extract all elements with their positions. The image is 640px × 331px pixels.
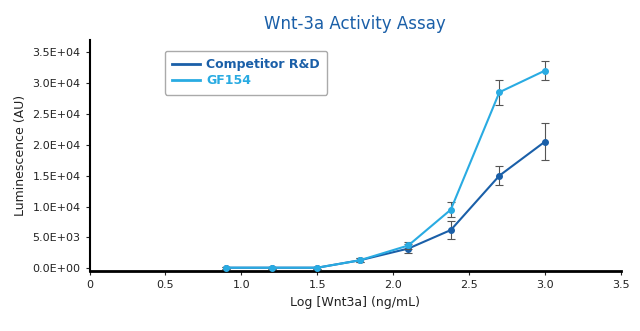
Title: Wnt-3a Activity Assay: Wnt-3a Activity Assay: [264, 15, 446, 33]
X-axis label: Log [Wnt3a] (ng/mL): Log [Wnt3a] (ng/mL): [290, 296, 420, 309]
Legend: Competitor R&D, GF154: Competitor R&D, GF154: [165, 51, 327, 95]
Y-axis label: Luminescence (AU): Luminescence (AU): [14, 95, 27, 216]
